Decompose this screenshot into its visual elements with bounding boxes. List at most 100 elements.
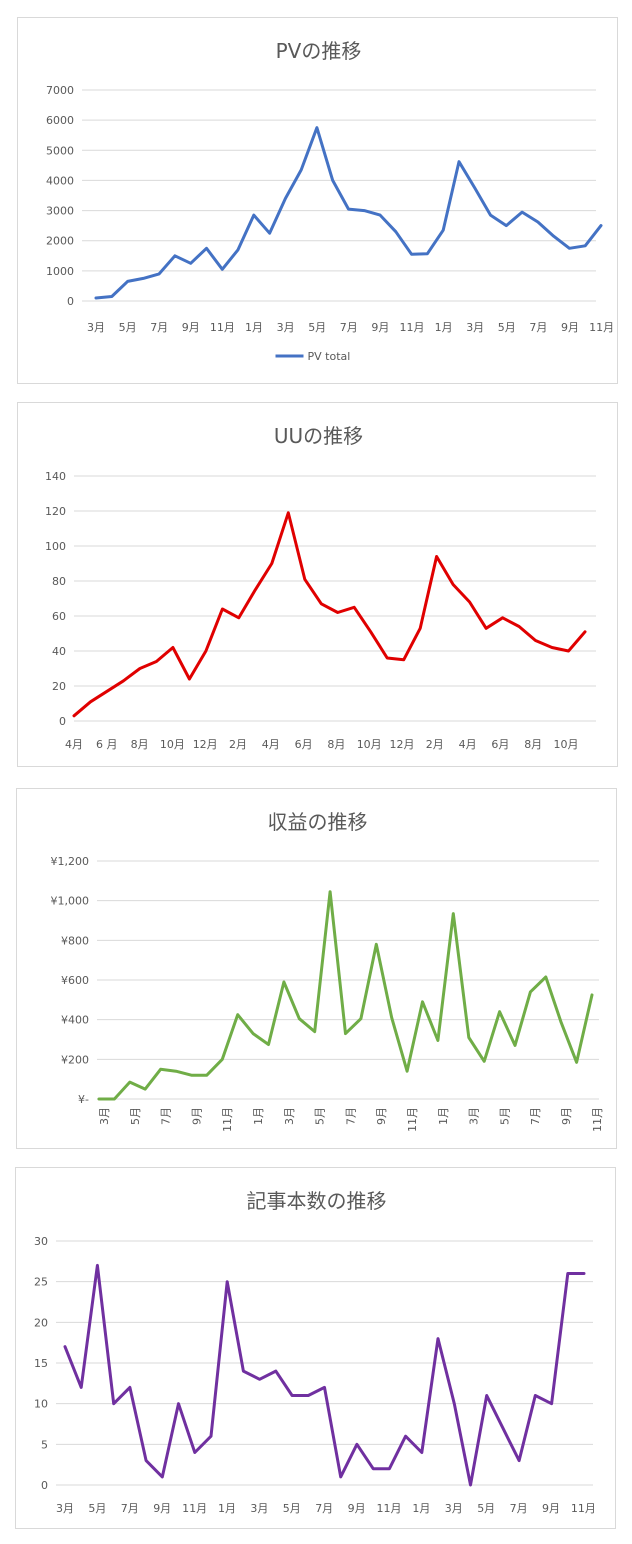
x-tick-label: 1月	[218, 1502, 236, 1515]
y-tick-label: 3000	[46, 205, 74, 218]
x-tick-label: 7月	[121, 1502, 139, 1515]
pv-chart: PVの推移 0 1000 2000 3000 4000 5000 6000 7000 3月 5月 7月…	[46, 39, 614, 363]
y-tick-label: 100	[45, 540, 66, 553]
x-tick-label: 6 月	[96, 738, 118, 751]
y-tick-label: 7000	[46, 84, 74, 97]
x-tick-label: 9月	[561, 321, 579, 334]
x-tick-label: 1月	[435, 321, 453, 334]
x-tick-label: 7月	[510, 1502, 528, 1515]
articles-chart: 記事本数の推移 0 5 10 15 20 25 30 3月 5月 7月 9月 11月 1月 3月 5月 7月 9月…	[34, 1189, 596, 1515]
y-tick-label: 20	[34, 1316, 48, 1329]
y-tick-label: 6000	[46, 114, 74, 127]
x-tick-label: 7月	[344, 1107, 357, 1125]
x-tick-label: 4月	[459, 738, 477, 751]
x-tick-label: 1月	[252, 1107, 265, 1125]
x-tick-label: 5月	[119, 321, 137, 334]
y-tick-label: ¥600	[61, 974, 89, 987]
x-tick-label: 7月	[529, 1107, 542, 1125]
x-tick-label: 3月	[466, 321, 484, 334]
x-tick-label: 5月	[498, 1107, 511, 1125]
x-tick-label: 12月	[390, 738, 415, 751]
y-tick-label: 4000	[46, 174, 74, 187]
x-tick-label: 10月	[554, 738, 579, 751]
x-tick-label: 3月	[250, 1502, 268, 1515]
x-tick-label: 11月	[400, 321, 425, 334]
y-tick-label: 5	[41, 1438, 48, 1451]
x-tick-label: 2月	[229, 738, 247, 751]
x-tick-label: 5月	[129, 1107, 142, 1125]
x-tick-label: 9月	[182, 321, 200, 334]
x-tick-label: 1月	[245, 321, 263, 334]
x-tick-label: 5月	[283, 1502, 301, 1515]
x-tick-label: 5月	[498, 321, 516, 334]
y-tick-label: 2000	[46, 235, 74, 248]
x-tick-label: 12月	[193, 738, 218, 751]
y-tick-label: 120	[45, 505, 66, 518]
series-line	[72, 511, 587, 718]
x-tick-label: 7月	[160, 1107, 173, 1125]
y-tick-label: 20	[52, 680, 66, 693]
x-tick-label: 6月	[295, 738, 313, 751]
x-tick-label: 7月	[340, 321, 358, 334]
x-tick-label: 3月	[445, 1502, 463, 1515]
chart-title: UUの推移	[274, 424, 363, 448]
y-tick-label: 30	[34, 1235, 48, 1248]
x-tick-label: 11月	[221, 1107, 234, 1132]
y-tick-label: ¥200	[61, 1053, 89, 1066]
x-tick-label: 4月	[262, 738, 280, 751]
y-tick-label: 5000	[46, 144, 74, 157]
x-tick-label: 11月	[182, 1502, 207, 1515]
y-tick-label: 10	[34, 1398, 48, 1411]
y-tick-label: ¥1,000	[51, 895, 90, 908]
x-tick-label: 9月	[190, 1107, 203, 1125]
x-tick-label: 9月	[542, 1502, 560, 1515]
x-tick-label: 8月	[131, 738, 149, 751]
y-tick-label: ¥1,200	[51, 855, 90, 868]
uu-chart: UUの推移 0 20 40 60 80 100 120 140 4月 6 月 8月 10月 12月 2月 4月…	[45, 424, 596, 751]
x-tick-label: 4月	[65, 738, 83, 751]
y-tick-label: 140	[45, 470, 66, 483]
x-tick-label: 9月	[560, 1107, 573, 1125]
chart-title: 収益の推移	[268, 810, 368, 834]
x-tick-label: 11月	[377, 1502, 402, 1515]
y-tick-label: ¥800	[61, 934, 89, 947]
chart-title: PVの推移	[276, 39, 362, 63]
x-tick-label: 5月	[314, 1107, 327, 1125]
x-tick-label: 5月	[88, 1502, 106, 1515]
y-tick-label: 0	[59, 715, 66, 728]
x-tick-label: 3月	[56, 1502, 74, 1515]
x-tick-label: 9月	[348, 1502, 366, 1515]
y-tick-label: 60	[52, 610, 66, 623]
pv-chart-panel: PVの推移 0 1000 2000 3000 4000 5000 6000 7000 3月 5月 7月…	[17, 17, 618, 384]
x-tick-label: 7月	[150, 321, 168, 334]
x-tick-label: 10月	[160, 738, 185, 751]
revenue-chart: 収益の推移 ¥- ¥200 ¥400 ¥600 ¥800 ¥1,000 ¥1,200 3月 5月 7…	[51, 810, 604, 1132]
uu-chart-panel: UUの推移 0 20 40 60 80 100 120 140 4月 6 月 8月 10月 12月 2月 4月…	[17, 402, 618, 767]
x-tick-label: 10月	[357, 738, 382, 751]
y-tick-label: 25	[34, 1276, 48, 1289]
x-tick-label: 11月	[589, 321, 614, 334]
x-tick-label: 8月	[327, 738, 345, 751]
x-tick-label: 11月	[571, 1502, 596, 1515]
x-tick-label: 3月	[98, 1107, 111, 1125]
x-tick-label: 8月	[524, 738, 542, 751]
x-tick-label: 11月	[406, 1107, 419, 1132]
x-tick-label: 7月	[529, 321, 547, 334]
y-tick-label: 0	[67, 295, 74, 308]
legend-label: PV total	[308, 350, 351, 363]
series-line	[97, 890, 594, 1101]
x-tick-label: 3月	[277, 321, 295, 334]
y-tick-label: 80	[52, 575, 66, 588]
series-line	[63, 1263, 586, 1487]
x-tick-label: 1月	[437, 1107, 450, 1125]
x-tick-label: 7月	[315, 1502, 333, 1515]
x-tick-label: 11月	[591, 1107, 604, 1132]
y-tick-label: 40	[52, 645, 66, 658]
y-tick-label: ¥400	[61, 1014, 89, 1027]
y-tick-label: 1000	[46, 265, 74, 278]
series-line	[94, 126, 603, 300]
y-tick-label: ¥-	[78, 1093, 89, 1106]
revenue-chart-panel: 収益の推移 ¥- ¥200 ¥400 ¥600 ¥800 ¥1,000 ¥1,200 3月 5月 7…	[16, 788, 617, 1149]
chart-title: 記事本数の推移	[247, 1189, 387, 1213]
x-tick-label: 1月	[412, 1502, 430, 1515]
